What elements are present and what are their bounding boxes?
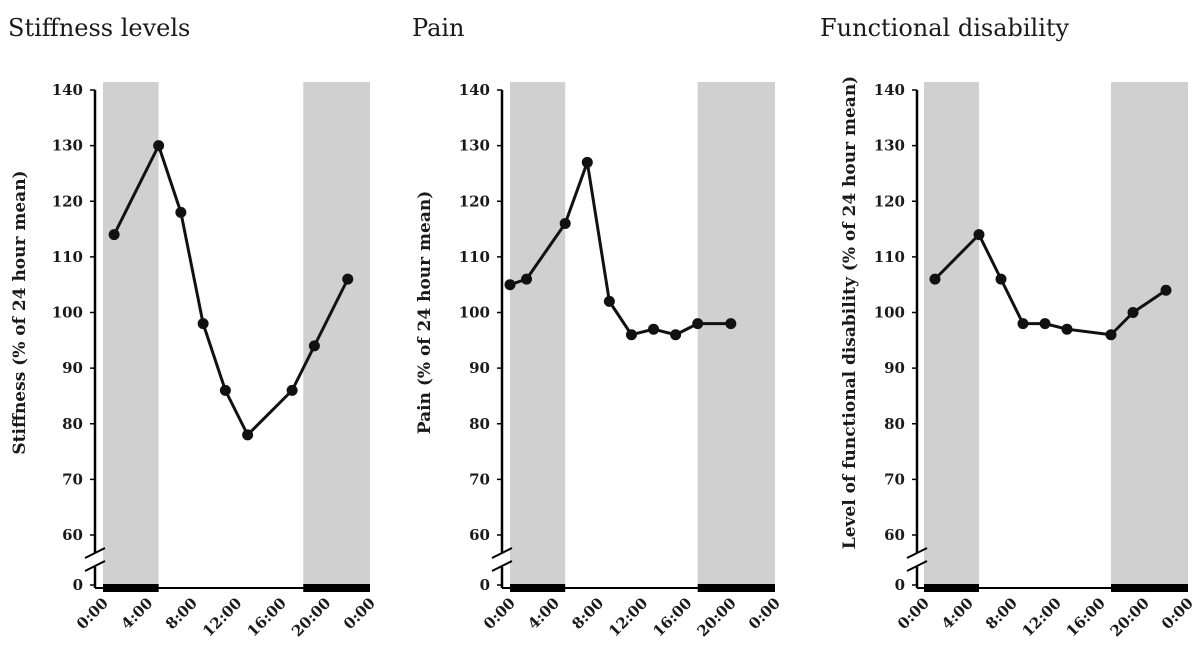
data-point bbox=[973, 229, 985, 241]
data-point bbox=[342, 273, 354, 285]
y-tick-label: 80 bbox=[62, 415, 83, 433]
data-point bbox=[581, 156, 593, 168]
data-point bbox=[929, 273, 941, 285]
x-tick-label: 4:00 bbox=[938, 594, 977, 633]
data-point bbox=[559, 218, 571, 229]
data-point bbox=[603, 295, 615, 307]
shaded-period-2 bbox=[697, 82, 775, 588]
x-tick-label: 4:00 bbox=[118, 594, 157, 633]
x-tick-label: 0:00 bbox=[745, 594, 784, 633]
shaded-period-1 bbox=[924, 82, 979, 588]
y-tick-label: 90 bbox=[884, 359, 905, 377]
data-point bbox=[1160, 284, 1172, 296]
x-tick-label: 12:00 bbox=[1019, 594, 1065, 640]
y-axis-label: Stiffness (% of 24 hour mean) bbox=[10, 170, 30, 454]
axis-break-mark bbox=[84, 547, 106, 572]
x-tick-label: 20:00 bbox=[693, 594, 739, 640]
x-tick-label: 4:00 bbox=[524, 594, 563, 633]
x-tick-label: 12:00 bbox=[199, 594, 245, 640]
axis-break-mark bbox=[906, 547, 928, 572]
chart-panel-3: Functional disability 0 60 70 80 90 100 110 120 1… bbox=[820, 14, 1197, 640]
data-point bbox=[995, 273, 1007, 285]
x-tick-label: 0:00 bbox=[340, 594, 379, 633]
shaded-period-1 bbox=[103, 82, 159, 588]
y-tick-label: 90 bbox=[469, 359, 490, 377]
x-tick-label: 8:00 bbox=[568, 594, 607, 633]
data-point bbox=[197, 318, 209, 330]
data-point bbox=[1061, 323, 1073, 335]
y-tick-label: 90 bbox=[62, 359, 83, 377]
data-point bbox=[504, 279, 516, 291]
x-tick-label: 8:00 bbox=[162, 594, 201, 633]
data-point bbox=[175, 206, 187, 218]
x-tick-label: 16:00 bbox=[244, 594, 290, 640]
y-tick-label: 130 bbox=[52, 137, 83, 155]
y-tick-label: 120 bbox=[874, 192, 905, 210]
x-tick-label: 8:00 bbox=[982, 594, 1021, 633]
y-tick-label: 110 bbox=[459, 248, 490, 266]
y-tick-label: 120 bbox=[459, 192, 490, 210]
data-point bbox=[1039, 318, 1051, 330]
y-tick-label: 140 bbox=[52, 81, 83, 99]
y-tick-label: 60 bbox=[469, 526, 490, 544]
y-axis-label: Level of functional disability (% of 24 … bbox=[840, 76, 860, 549]
y-tick-label: 110 bbox=[874, 248, 905, 266]
data-point bbox=[1017, 318, 1029, 330]
y-tick-label: 60 bbox=[884, 526, 905, 544]
x-tick-label: 0:00 bbox=[480, 594, 519, 633]
data-point bbox=[521, 273, 533, 285]
y-tick-label: 70 bbox=[469, 470, 490, 488]
data-point bbox=[219, 384, 231, 396]
data-point bbox=[648, 323, 660, 335]
data-point bbox=[692, 318, 704, 330]
data-point bbox=[725, 318, 737, 330]
data-point bbox=[625, 329, 637, 341]
y-tick-label: 60 bbox=[62, 526, 83, 544]
y-tick-label: 110 bbox=[52, 248, 83, 266]
x-tick-label: 20:00 bbox=[288, 594, 334, 640]
shaded-period-2 bbox=[303, 82, 370, 588]
data-point bbox=[1105, 329, 1117, 341]
y-tick-label: 140 bbox=[874, 81, 905, 99]
shaded-period-1 bbox=[510, 82, 566, 588]
x-tick-label: 16:00 bbox=[1063, 594, 1109, 640]
data-point bbox=[670, 329, 682, 341]
y-axis-label: Pain (% of 24 hour mean) bbox=[415, 191, 435, 435]
y-tick-label: 0 bbox=[73, 576, 83, 594]
y-tick-label: 100 bbox=[52, 304, 83, 322]
chart-title: Functional disability bbox=[820, 14, 1070, 42]
chart-panel-1: Stiffness levels 0 60 70 80 90 100 110 120 130 140… bbox=[8, 14, 379, 640]
y-tick-label: 80 bbox=[884, 415, 905, 433]
y-tick-label: 100 bbox=[874, 304, 905, 322]
x-tick-label: 12:00 bbox=[605, 594, 651, 640]
data-point bbox=[1127, 307, 1139, 318]
y-tick-label: 70 bbox=[884, 470, 905, 488]
y-tick-label: 100 bbox=[459, 304, 490, 322]
y-tick-label: 0 bbox=[480, 576, 490, 594]
x-tick-label: 16:00 bbox=[649, 594, 695, 640]
x-tick-label: 0:00 bbox=[894, 594, 933, 633]
y-tick-label: 70 bbox=[62, 470, 83, 488]
x-tick-label: 20:00 bbox=[1107, 594, 1153, 640]
y-tick-label: 80 bbox=[469, 415, 490, 433]
data-point bbox=[286, 384, 298, 396]
y-tick-label: 120 bbox=[52, 192, 83, 210]
y-tick-label: 130 bbox=[459, 137, 490, 155]
y-tick-label: 140 bbox=[459, 81, 490, 99]
shaded-period-2 bbox=[1111, 82, 1188, 588]
data-point bbox=[108, 229, 120, 241]
y-tick-label: 0 bbox=[895, 576, 905, 594]
chart-title: Stiffness levels bbox=[8, 14, 190, 42]
x-tick-label: 0:00 bbox=[1158, 594, 1197, 633]
series-line bbox=[509, 160, 731, 337]
x-tick-label: 0:00 bbox=[73, 594, 112, 633]
y-tick-label: 130 bbox=[874, 137, 905, 155]
data-point bbox=[308, 340, 320, 352]
data-point bbox=[153, 140, 165, 152]
axis-break-mark bbox=[491, 547, 513, 572]
chart-title: Pain bbox=[412, 14, 465, 42]
data-point bbox=[242, 429, 254, 441]
